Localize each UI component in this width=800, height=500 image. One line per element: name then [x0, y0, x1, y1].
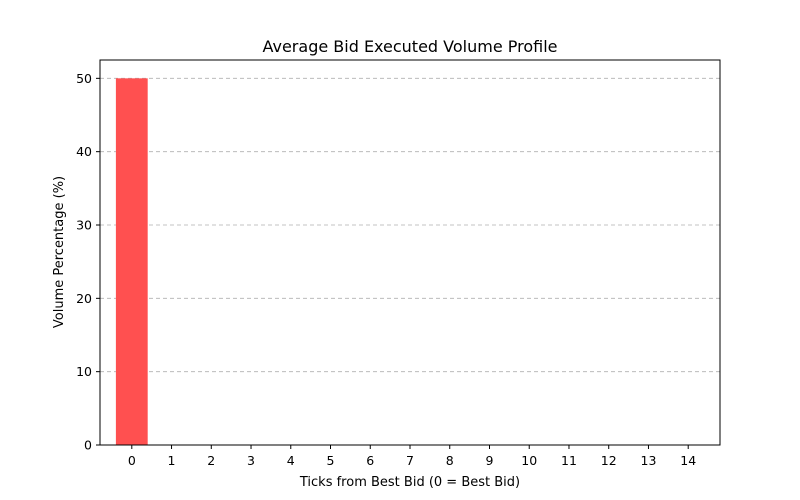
- x-tick-label: 9: [486, 453, 494, 468]
- y-tick-label: 10: [76, 364, 92, 379]
- x-tick-label: 14: [680, 453, 696, 468]
- x-tick-label: 2: [207, 453, 215, 468]
- x-tick-label: 1: [168, 453, 176, 468]
- y-tick-label: 30: [76, 218, 92, 233]
- y-tick-label: 50: [76, 71, 92, 86]
- y-tick-label: 0: [84, 438, 92, 453]
- grid-layer: [100, 77, 720, 373]
- y-axis: 0 10 20 30 40 50: [76, 71, 100, 453]
- bar-0: [115, 78, 148, 445]
- x-axis-label: Ticks from Best Bid (0 = Best Bid): [299, 475, 520, 490]
- bar-layer: [115, 78, 148, 445]
- x-tick-label: 13: [641, 453, 657, 468]
- x-tick-label: 6: [366, 453, 374, 468]
- y-tick-label: 40: [76, 144, 92, 159]
- x-tick-label: 0: [128, 453, 136, 468]
- x-tick-label: 4: [287, 453, 295, 468]
- x-tick-label: 12: [601, 453, 617, 468]
- chart-title: Average Bid Executed Volume Profile: [262, 37, 557, 56]
- x-tick-label: 7: [406, 453, 414, 468]
- plot-frame: [99, 59, 721, 446]
- x-tick-label: 8: [446, 453, 454, 468]
- x-tick-label: 3: [247, 453, 255, 468]
- x-tick-label: 5: [327, 453, 335, 468]
- x-tick-label: 10: [521, 453, 537, 468]
- y-tick-label: 20: [76, 291, 92, 306]
- x-axis: 0 1 2 3 4 5 6 7 8 9 10 11 12 13 14: [128, 445, 696, 468]
- x-tick-label: 11: [561, 453, 577, 468]
- y-axis-label: Volume Percentage (%): [52, 176, 67, 328]
